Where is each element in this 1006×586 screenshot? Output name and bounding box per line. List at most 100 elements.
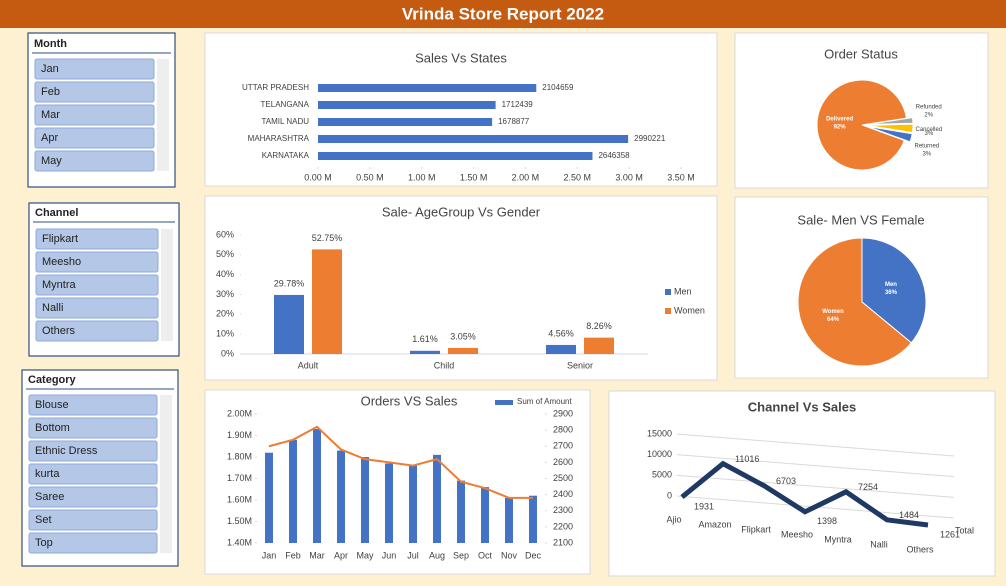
data-label: 1.61%	[412, 334, 438, 344]
bar	[318, 152, 593, 160]
series-label: Total	[955, 525, 974, 535]
pie-label: Delivered	[826, 116, 853, 122]
slicer-item-label[interactable]: Feb	[41, 86, 60, 98]
slicer-item-label[interactable]: Ethnic Dress	[35, 445, 98, 457]
x-tick-label: 2.00 M	[512, 172, 540, 182]
scrollbar	[160, 395, 172, 553]
y2-tick-label: 2100	[553, 537, 573, 547]
legend-swatch	[665, 308, 671, 314]
slicer-item-label[interactable]: May	[41, 155, 62, 167]
slicer-item-label[interactable]: Bottom	[35, 422, 70, 434]
data-label: 1398	[817, 516, 837, 526]
slicer-item[interactable]	[28, 486, 158, 508]
chart-title: Sale- AgeGroup Vs Gender	[382, 204, 541, 219]
x-tick-label: Jan	[262, 550, 277, 560]
data-label: 1484	[899, 510, 919, 520]
slicer-item[interactable]	[28, 463, 158, 485]
slicer-item[interactable]	[34, 58, 155, 80]
x-tick-label: 0.50 M	[356, 172, 384, 182]
line-3d	[680, 460, 929, 528]
y2-tick-label: 2700	[553, 441, 573, 451]
data-label: 8.26%	[586, 321, 612, 331]
pie-label: Women	[822, 309, 844, 315]
pie-slice	[816, 79, 908, 171]
slicer-item[interactable]	[34, 127, 155, 149]
y-tick-label: MAHARASHTRA	[248, 134, 310, 143]
data-label: 4.56%	[548, 328, 574, 338]
legend-swatch	[495, 400, 513, 405]
y-tick-label: 15000	[647, 428, 672, 438]
scrollbar	[161, 229, 173, 341]
y-tick-label: 1.70M	[227, 473, 252, 483]
slicer-item[interactable]	[34, 104, 155, 126]
pie-value-label: 92%	[834, 124, 847, 130]
y2-tick-label: 2500	[553, 473, 573, 483]
slicer-item[interactable]	[35, 320, 159, 342]
slicer-item-label[interactable]: Myntra	[42, 279, 77, 291]
x-tick-label: Flipkart	[741, 524, 771, 534]
x-tick-label: Apr	[334, 550, 348, 560]
bar	[312, 249, 342, 354]
slicer-item[interactable]	[28, 509, 158, 531]
slicer-item[interactable]	[35, 297, 159, 319]
slicer-item[interactable]	[28, 532, 158, 554]
slicer-item-label[interactable]: Flipkart	[42, 233, 78, 245]
data-label: 6703	[776, 476, 796, 486]
slicer-item[interactable]	[35, 274, 159, 296]
slicer-item-label[interactable]: kurta	[35, 468, 60, 480]
pie-label: Refunded	[916, 105, 942, 111]
panel	[204, 389, 591, 575]
pie-slice	[867, 126, 913, 143]
y-tick-label: TELANGANA	[261, 100, 310, 109]
slicer-item-label[interactable]: Set	[35, 514, 52, 526]
slicer-item-label[interactable]: Nalli	[42, 302, 63, 314]
y-tick-label: 10%	[216, 329, 234, 339]
slicer-item-label[interactable]: Meesho	[42, 256, 81, 268]
bar	[409, 465, 417, 543]
slicer-item[interactable]	[35, 251, 159, 273]
data-label: 52.75%	[312, 233, 343, 243]
slicer-item[interactable]	[34, 81, 155, 103]
y-tick-label: 1.80M	[227, 451, 252, 461]
y-tick-label: 0	[667, 490, 672, 500]
x-tick-label: Oct	[478, 550, 493, 560]
y-tick-label: UTTAR PRADESH	[242, 83, 309, 92]
panel	[204, 32, 718, 187]
x-tick-label: 1.50 M	[460, 172, 488, 182]
pie-slice	[797, 237, 913, 367]
bar	[584, 337, 614, 354]
slicer-item[interactable]	[34, 150, 155, 172]
y-tick-label: 30%	[216, 289, 234, 299]
slicer-item[interactable]	[28, 440, 158, 462]
y-tick-label: 1.50M	[227, 516, 252, 526]
slicer-item-label[interactable]: Others	[42, 325, 76, 337]
bar	[265, 452, 273, 543]
data-label: 2990221	[634, 134, 666, 143]
slicer-item[interactable]	[28, 417, 158, 439]
slicer-item-label[interactable]: Apr	[41, 132, 58, 144]
slicer-item-label[interactable]: Blouse	[35, 399, 69, 411]
y2-tick-label: 2800	[553, 425, 573, 435]
y-tick-label: 1.90M	[227, 430, 252, 440]
y-tick-label: KARNATAKA	[262, 151, 310, 160]
bar	[318, 101, 496, 109]
data-label: 1678877	[498, 117, 530, 126]
slicer-item-label[interactable]: Saree	[35, 491, 64, 503]
bar	[289, 439, 297, 543]
slicer-item-label[interactable]: Top	[35, 537, 53, 549]
slicer-item[interactable]	[35, 228, 159, 250]
x-tick-label: 3.00 M	[615, 172, 643, 182]
slicer-item[interactable]	[28, 394, 158, 416]
x-tick-label: 2.50 M	[564, 172, 592, 182]
slicer-item-label[interactable]: Mar	[41, 109, 60, 121]
grid-line	[676, 433, 955, 457]
slicer-item-label[interactable]: Jan	[41, 63, 59, 75]
bar	[385, 463, 393, 543]
bar	[318, 135, 629, 143]
y-tick-label: 40%	[216, 269, 234, 279]
data-label: 11016	[735, 454, 759, 464]
pie-value-label: 3%	[925, 131, 934, 137]
chart-title: Channel Vs Sales	[748, 399, 856, 414]
data-label: 29.78%	[274, 278, 305, 288]
